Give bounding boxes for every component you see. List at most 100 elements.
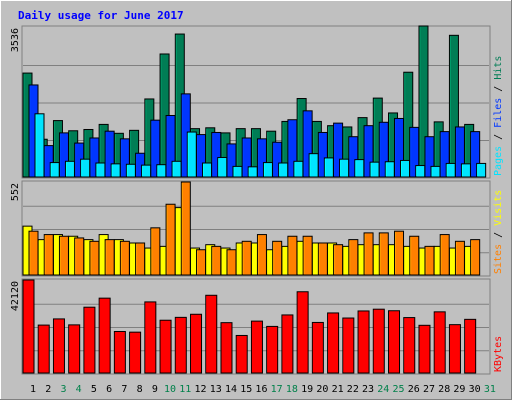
legend-item: Pages bbox=[493, 146, 504, 176]
x-label-day-21: 21 bbox=[332, 384, 344, 395]
bar-sites-day-14 bbox=[226, 249, 237, 276]
bar-kbytes-day-18 bbox=[281, 314, 294, 374]
bar-kbytes-day-5 bbox=[83, 306, 96, 374]
bar-pages-day-5 bbox=[95, 162, 106, 178]
bar-sites-day-17 bbox=[272, 240, 283, 276]
bar-sites-day-27 bbox=[424, 245, 435, 276]
series-sites bbox=[28, 181, 481, 276]
bar-kbytes-day-20 bbox=[311, 321, 324, 374]
bar-pages-day-6 bbox=[110, 163, 121, 178]
bar-sites-day-6 bbox=[104, 239, 115, 276]
bar-kbytes-day-28 bbox=[433, 311, 446, 374]
bar-kbytes-day-30 bbox=[464, 318, 477, 374]
bar-pages-day-24 bbox=[384, 161, 395, 178]
legend-item: Files bbox=[493, 98, 504, 128]
bar-kbytes-day-16 bbox=[250, 320, 263, 374]
bar-kbytes-day-2 bbox=[37, 324, 50, 374]
bar-pages-day-1 bbox=[34, 113, 45, 178]
panel-visits-sites: 552 Sites / Visits bbox=[10, 180, 504, 277]
bar-sites-day-15 bbox=[241, 240, 252, 276]
x-label-day-12: 12 bbox=[195, 384, 207, 395]
bar-kbytes-day-13 bbox=[205, 294, 218, 374]
bar-sites-day-23 bbox=[363, 232, 374, 276]
bar-sites-day-22 bbox=[348, 239, 359, 276]
bar-pages-day-15 bbox=[247, 166, 258, 178]
bar-files-day-26 bbox=[409, 126, 420, 178]
legend-item: Hits bbox=[493, 56, 504, 80]
bar-kbytes-day-7 bbox=[113, 330, 126, 374]
bar-sites-day-8 bbox=[135, 242, 146, 276]
bar-pages-day-11 bbox=[186, 131, 197, 178]
bar-pages-day-14 bbox=[232, 165, 243, 178]
bar-files-day-19 bbox=[302, 110, 313, 178]
x-axis-labels: 1 2 3 4 5 6 7 8 9 10 11 12 13 14 15 16 17 18 19 20 21 22 23 24 2… bbox=[30, 384, 496, 395]
legend: KBytes bbox=[493, 336, 504, 372]
bar-pages-day-3 bbox=[64, 160, 75, 178]
bar-files-day-6 bbox=[104, 130, 115, 178]
bar-sites-day-25 bbox=[394, 230, 405, 276]
x-label-day-9: 9 bbox=[152, 384, 158, 395]
bar-kbytes-day-21 bbox=[327, 312, 340, 374]
bar-files-day-15 bbox=[241, 137, 252, 178]
bar-files-day-9 bbox=[150, 119, 161, 178]
x-label-day-20: 20 bbox=[316, 384, 328, 395]
bar-kbytes-day-24 bbox=[372, 308, 385, 374]
bar-kbytes-day-12 bbox=[190, 313, 203, 374]
x-label-day-22: 22 bbox=[347, 384, 359, 395]
x-label-day-13: 13 bbox=[210, 384, 222, 395]
x-label-day-5: 5 bbox=[91, 384, 97, 395]
bar-pages-day-26 bbox=[415, 165, 426, 178]
bar-sites-day-16 bbox=[256, 234, 267, 276]
bar-sites-day-9 bbox=[150, 227, 161, 276]
x-label-day-25: 25 bbox=[392, 384, 404, 395]
legend-item: Sites bbox=[493, 244, 504, 274]
panel-kbytes: 42120 KBytes bbox=[10, 278, 504, 375]
bar-kbytes-day-29 bbox=[448, 324, 461, 374]
bar-kbytes-day-9 bbox=[144, 301, 157, 374]
legend-item: / bbox=[493, 80, 504, 98]
series-kbytes bbox=[22, 279, 477, 374]
bar-kbytes-day-25 bbox=[388, 310, 401, 374]
bar-files-day-29 bbox=[454, 126, 465, 178]
x-label-day-23: 23 bbox=[362, 384, 374, 395]
bar-pages-day-27 bbox=[430, 165, 441, 178]
bar-pages-day-21 bbox=[339, 158, 350, 178]
bar-files-day-28 bbox=[439, 131, 450, 178]
bar-sites-day-5 bbox=[89, 240, 100, 276]
bar-pages-day-18 bbox=[293, 160, 304, 178]
bar-sites-day-1 bbox=[28, 230, 39, 276]
legend-item: / bbox=[493, 128, 504, 146]
bar-files-day-27 bbox=[424, 136, 435, 178]
bar-files-day-5 bbox=[89, 137, 100, 178]
bar-kbytes-day-8 bbox=[129, 331, 142, 374]
bar-sites-day-19 bbox=[302, 235, 313, 276]
bar-kbytes-day-11 bbox=[174, 316, 187, 374]
chart-panels: 3536 Pages / Files / Hits 552 Sites / Visit… bbox=[10, 25, 504, 375]
bar-kbytes-day-26 bbox=[403, 317, 416, 374]
x-label-day-24: 24 bbox=[377, 384, 389, 395]
bar-kbytes-day-10 bbox=[159, 319, 172, 374]
bar-files-day-17 bbox=[272, 141, 283, 178]
bar-kbytes-day-14 bbox=[220, 322, 233, 374]
bar-pages-day-10 bbox=[171, 160, 182, 178]
bar-sites-day-2 bbox=[43, 234, 54, 276]
legend: Sites / Visits bbox=[493, 190, 504, 274]
x-label-day-4: 4 bbox=[76, 384, 82, 395]
bar-sites-day-7 bbox=[119, 240, 130, 276]
bar-kbytes-day-17 bbox=[266, 325, 279, 374]
x-label-day-7: 7 bbox=[121, 384, 127, 395]
bar-pages-day-2 bbox=[49, 162, 60, 178]
bar-pages-day-7 bbox=[125, 163, 136, 178]
y-max-label: 42120 bbox=[10, 281, 21, 311]
legend-item: / bbox=[493, 226, 504, 244]
bar-kbytes-day-4 bbox=[68, 324, 81, 374]
bar-kbytes-day-22 bbox=[342, 317, 355, 374]
bar-pages-day-23 bbox=[369, 161, 380, 178]
bar-pages-day-17 bbox=[278, 162, 289, 178]
legend-item: Visits bbox=[493, 190, 504, 226]
bar-kbytes-day-3 bbox=[52, 318, 65, 374]
bar-files-day-13 bbox=[211, 131, 222, 178]
bar-pages-day-20 bbox=[323, 157, 334, 178]
bar-kbytes-day-27 bbox=[418, 324, 431, 374]
